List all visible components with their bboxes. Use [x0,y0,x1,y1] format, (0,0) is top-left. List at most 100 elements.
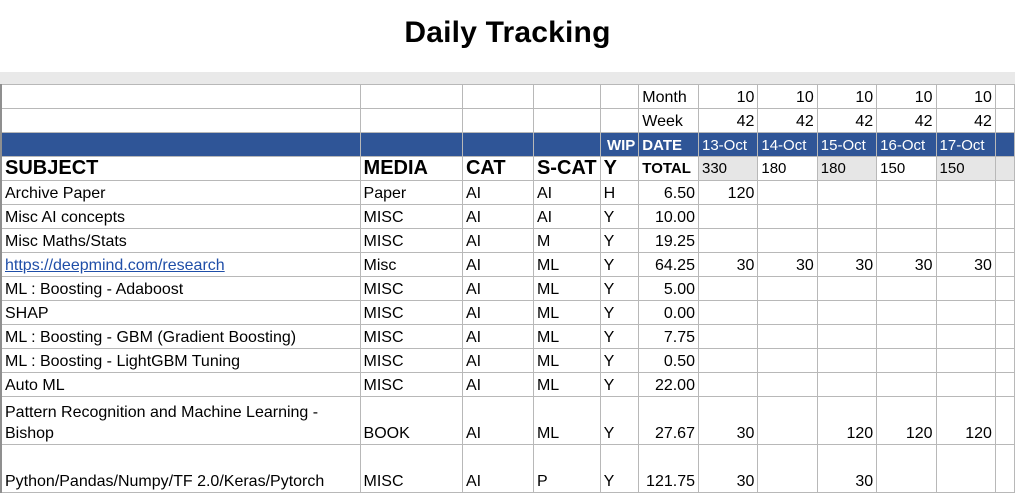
info-label[interactable]: Month [638,84,699,109]
day-cell[interactable]: 30 [697,396,759,445]
day-cell[interactable] [757,348,818,373]
day-cell[interactable]: 30 [697,444,759,493]
empty-cell[interactable] [532,84,601,109]
day-cell[interactable]: 120 [816,396,878,445]
info-value[interactable]: 10 [935,84,996,109]
subject-cell[interactable]: ML : Boosting - Adaboost [0,276,361,301]
empty-cell[interactable] [0,108,361,133]
band-empty-cell[interactable] [994,132,1015,157]
media-cell[interactable]: MISC [359,228,463,253]
empty-cell[interactable] [994,228,1015,253]
total-cell[interactable]: 7.75 [638,324,699,349]
y-cell[interactable]: Y [599,276,640,301]
scat-cell[interactable]: ML [532,372,601,397]
y-cell[interactable]: Y [599,300,640,325]
total-cell[interactable]: 6.50 [638,180,699,205]
cat-cell[interactable]: AI [461,396,534,445]
day-cell[interactable]: 30 [697,252,759,277]
day-cell[interactable] [935,276,996,301]
y-cell[interactable]: H [599,180,640,205]
day-cell[interactable] [935,444,996,493]
day-cell[interactable]: 30 [757,252,818,277]
day-cell[interactable] [757,276,818,301]
empty-cell[interactable] [994,324,1015,349]
day-cell[interactable]: 30 [876,252,937,277]
scat-cell[interactable]: ML [532,252,601,277]
empty-cell[interactable] [359,84,463,109]
day-cell[interactable]: 120 [697,180,759,205]
day-total[interactable]: 330 [697,156,759,181]
empty-cell[interactable] [461,84,534,109]
empty-cell[interactable] [994,396,1015,445]
total-cell[interactable]: 0.00 [638,300,699,325]
scat-cell[interactable]: P [532,444,601,493]
cat-cell[interactable]: AI [461,252,534,277]
empty-cell[interactable] [599,84,640,109]
day-cell[interactable] [876,444,937,493]
wip-label[interactable]: WIP [599,132,640,157]
day-cell[interactable] [816,276,878,301]
empty-cell[interactable] [994,252,1015,277]
subject-header[interactable]: SUBJECT [0,156,361,181]
media-cell[interactable]: MISC [359,444,463,493]
y-cell[interactable]: Y [599,396,640,445]
media-cell[interactable]: MISC [359,276,463,301]
y-cell[interactable]: Y [599,348,640,373]
cat-cell[interactable]: AI [461,348,534,373]
date-header[interactable]: 16-Oct [876,132,937,157]
empty-cell[interactable] [994,276,1015,301]
media-cell[interactable]: MISC [359,348,463,373]
band-empty-cell[interactable] [461,132,534,157]
empty-cell[interactable] [994,108,1015,133]
day-cell[interactable] [697,348,759,373]
day-cell[interactable] [876,276,937,301]
subject-cell[interactable]: Misc AI concepts [0,204,361,229]
media-cell[interactable]: BOOK [359,396,463,445]
band-empty-cell[interactable] [0,132,361,157]
band-empty-cell[interactable] [532,132,601,157]
day-cell[interactable] [935,324,996,349]
total-cell[interactable]: 5.00 [638,276,699,301]
day-cell[interactable] [816,300,878,325]
subject-cell[interactable]: ML : Boosting - LightGBM Tuning [0,348,361,373]
day-cell[interactable] [876,348,937,373]
total-cell[interactable]: 19.25 [638,228,699,253]
total-header[interactable]: TOTAL [638,156,699,181]
cat-cell[interactable]: AI [461,204,534,229]
day-cell[interactable] [757,204,818,229]
day-cell[interactable] [816,324,878,349]
day-cell[interactable]: 30 [816,444,878,493]
scat-cell[interactable]: ML [532,300,601,325]
subject-cell[interactable]: Archive Paper [0,180,361,205]
total-cell[interactable]: 22.00 [638,372,699,397]
day-cell[interactable] [697,228,759,253]
date-header[interactable]: 14-Oct [757,132,818,157]
day-cell[interactable] [935,228,996,253]
cat-cell[interactable]: AI [461,300,534,325]
empty-cell[interactable] [532,108,601,133]
empty-cell[interactable] [994,204,1015,229]
day-cell[interactable] [876,204,937,229]
day-total[interactable]: 180 [757,156,818,181]
info-value[interactable]: 42 [876,108,937,133]
y-cell[interactable]: Y [599,444,640,493]
info-label[interactable]: Week [638,108,699,133]
cat-cell[interactable]: AI [461,324,534,349]
media-cell[interactable]: Misc [359,252,463,277]
scat-cell[interactable]: ML [532,396,601,445]
info-value[interactable]: 42 [935,108,996,133]
empty-cell[interactable] [994,372,1015,397]
day-cell[interactable] [935,372,996,397]
scat-cell[interactable]: ML [532,276,601,301]
subject-cell[interactable]: Pattern Recognition and Machine Learning… [0,396,361,445]
day-cell[interactable] [757,372,818,397]
y-cell[interactable]: Y [599,252,640,277]
day-cell[interactable] [757,180,818,205]
subject-cell[interactable]: Python/Pandas/Numpy/TF 2.0/Keras/Pytorch [0,444,361,493]
media-cell[interactable]: Paper [359,180,463,205]
total-cell[interactable]: 10.00 [638,204,699,229]
day-cell[interactable] [757,300,818,325]
day-total[interactable]: 180 [816,156,878,181]
empty-cell[interactable] [994,156,1015,181]
media-cell[interactable]: MISC [359,300,463,325]
